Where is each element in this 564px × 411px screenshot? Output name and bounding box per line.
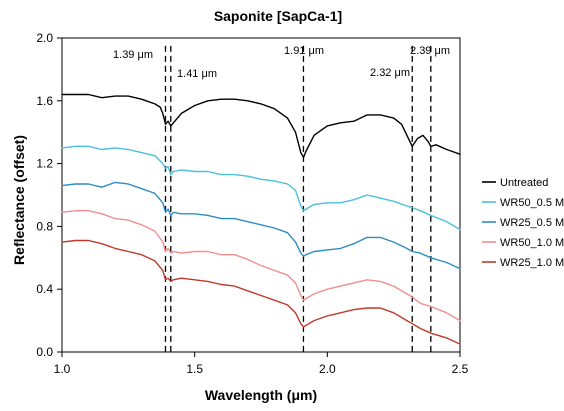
legend-label: WR50_1.0 M bbox=[500, 237, 564, 249]
x-tick-label: 1.0 bbox=[54, 362, 71, 376]
reference-label: 2.39 μm bbox=[410, 45, 450, 57]
y-tick-label: 0.4 bbox=[36, 282, 53, 296]
y-axis-title: Reflectance (offset) bbox=[11, 135, 27, 265]
reference-label: 1.41 μm bbox=[177, 68, 217, 80]
series-line bbox=[61, 93, 461, 158]
series-line bbox=[61, 145, 461, 231]
y-tick-label: 0.0 bbox=[36, 345, 53, 359]
chart-title: Saponite [SapCa-1] bbox=[214, 8, 342, 24]
x-tick-label: 2.5 bbox=[452, 362, 469, 376]
plot-frame bbox=[61, 37, 461, 353]
x-tick-label: 2.0 bbox=[319, 362, 336, 376]
reference-label: 2.32 μm bbox=[370, 67, 410, 79]
legend-label: WR50_0.5 M bbox=[500, 197, 564, 209]
legend-label: WR25_1.0 M bbox=[500, 257, 564, 269]
series-line bbox=[61, 210, 461, 322]
y-tick-label: 2.0 bbox=[36, 31, 53, 45]
x-axis-title: Wavelength (μm) bbox=[205, 387, 317, 403]
legend-label: WR25_0.5 M bbox=[500, 217, 564, 229]
y-tick-label: 1.2 bbox=[36, 157, 53, 171]
series-line bbox=[61, 239, 461, 345]
y-tick-label: 1.6 bbox=[36, 94, 53, 108]
series-line bbox=[61, 181, 461, 270]
x-tick-label: 1.5 bbox=[186, 362, 203, 376]
legend-label: Untreated bbox=[500, 177, 548, 189]
y-tick-label: 0.8 bbox=[36, 219, 53, 233]
plot-area: 1.0 1.5 2.0 2.5 0.0 0.4 0.8 1.2 1.6 2.0 1.39 μm 1.4… bbox=[36, 31, 468, 376]
legend: Untreated WR50_0.5 M WR25_0.5 M WR50_1.0 M W… bbox=[482, 177, 564, 269]
reference-label: 1.39 μm bbox=[113, 49, 153, 61]
reference-label: 1.91 μm bbox=[284, 45, 324, 57]
